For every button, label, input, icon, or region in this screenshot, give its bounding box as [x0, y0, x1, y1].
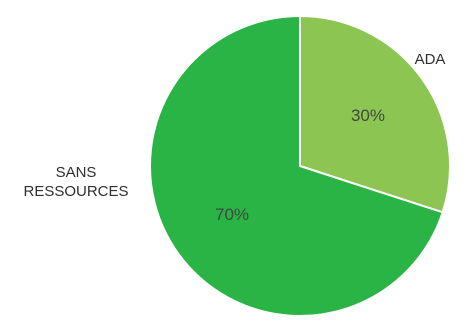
pie-value-labels: 30% 70%	[215, 106, 385, 224]
pie-slice-value-label-1: 70%	[215, 205, 249, 224]
pie-slices	[149, 14, 451, 317]
pie-slice-1	[149, 14, 444, 317]
category-label-sans-ressources: SANS RESSOURCES	[23, 164, 129, 200]
pie-slice-0	[299, 14, 451, 214]
category-label-ada: ADA	[414, 51, 446, 68]
pie-slice-value-label-0: 30%	[351, 106, 385, 125]
